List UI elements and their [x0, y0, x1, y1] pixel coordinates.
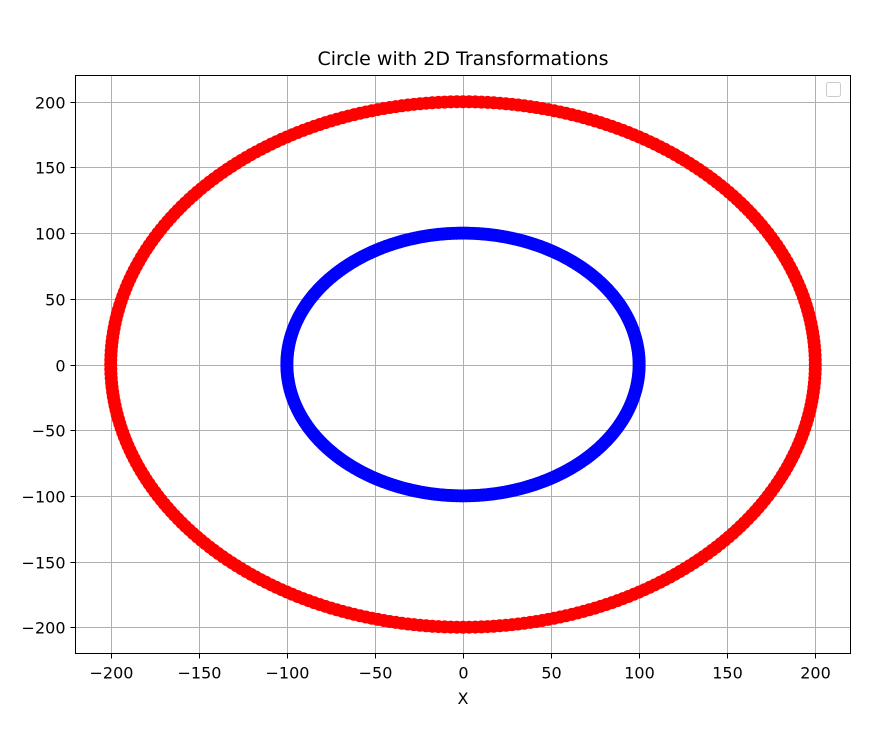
x-axis-label: X	[458, 689, 469, 708]
grid	[75, 75, 851, 654]
chart-title: Circle with 2D Transformations	[318, 48, 609, 70]
series-point	[632, 360, 646, 374]
y-tick-label: −200	[22, 619, 66, 638]
x-tick-label: −100	[266, 664, 310, 683]
y-tick-label: 0	[55, 357, 65, 376]
series-ring	[280, 226, 646, 503]
y-tick-label: −50	[32, 422, 66, 441]
series-point	[808, 362, 822, 376]
y-axis: −200 −150 −100 −50 0 50 100 150 200	[22, 94, 76, 638]
y-tick-label: 200	[35, 94, 66, 113]
y-tick-label: −150	[22, 554, 66, 573]
y-tick-label: 150	[35, 159, 66, 178]
x-tick-label: 100	[624, 664, 655, 683]
legend-box	[826, 82, 841, 97]
series-ring	[104, 95, 822, 634]
x-tick-label: 0	[458, 664, 468, 683]
x-tick-label: 200	[800, 664, 831, 683]
x-axis: −200 −150 −100 −50 0 50 100 150 200	[90, 653, 831, 683]
y-tick-label: −100	[22, 488, 66, 507]
x-tick-label: −200	[90, 664, 134, 683]
x-tick-label: −50	[359, 664, 393, 683]
x-tick-label: 50	[541, 664, 561, 683]
series-layer	[104, 95, 822, 634]
y-tick-label: 100	[35, 225, 66, 244]
y-tick-label: 50	[45, 291, 65, 310]
x-tick-label: −150	[178, 664, 222, 683]
x-tick-label: 150	[712, 664, 743, 683]
